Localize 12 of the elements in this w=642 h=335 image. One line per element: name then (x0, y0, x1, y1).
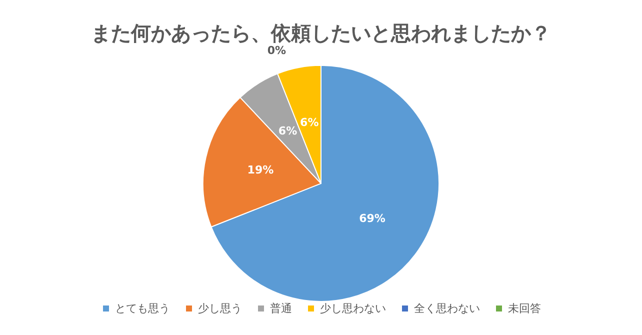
legend-label: 少し思わない (320, 302, 386, 315)
data-label: 19% (247, 163, 274, 176)
text: 0% (267, 44, 286, 57)
legend-label: 普通 (270, 302, 292, 315)
legend-label: とても思う (115, 302, 170, 315)
legend-label: 未回答 (508, 302, 541, 315)
data-label: 69% (359, 212, 386, 225)
chart-title: また何かあったら、依頼したいと思われましたか？ (91, 21, 551, 45)
data-label: 6% (300, 116, 319, 130)
legend-label: 少し思う (198, 302, 242, 315)
legend-label: 全く思わない (414, 302, 480, 315)
data-label: 6% (278, 124, 298, 138)
